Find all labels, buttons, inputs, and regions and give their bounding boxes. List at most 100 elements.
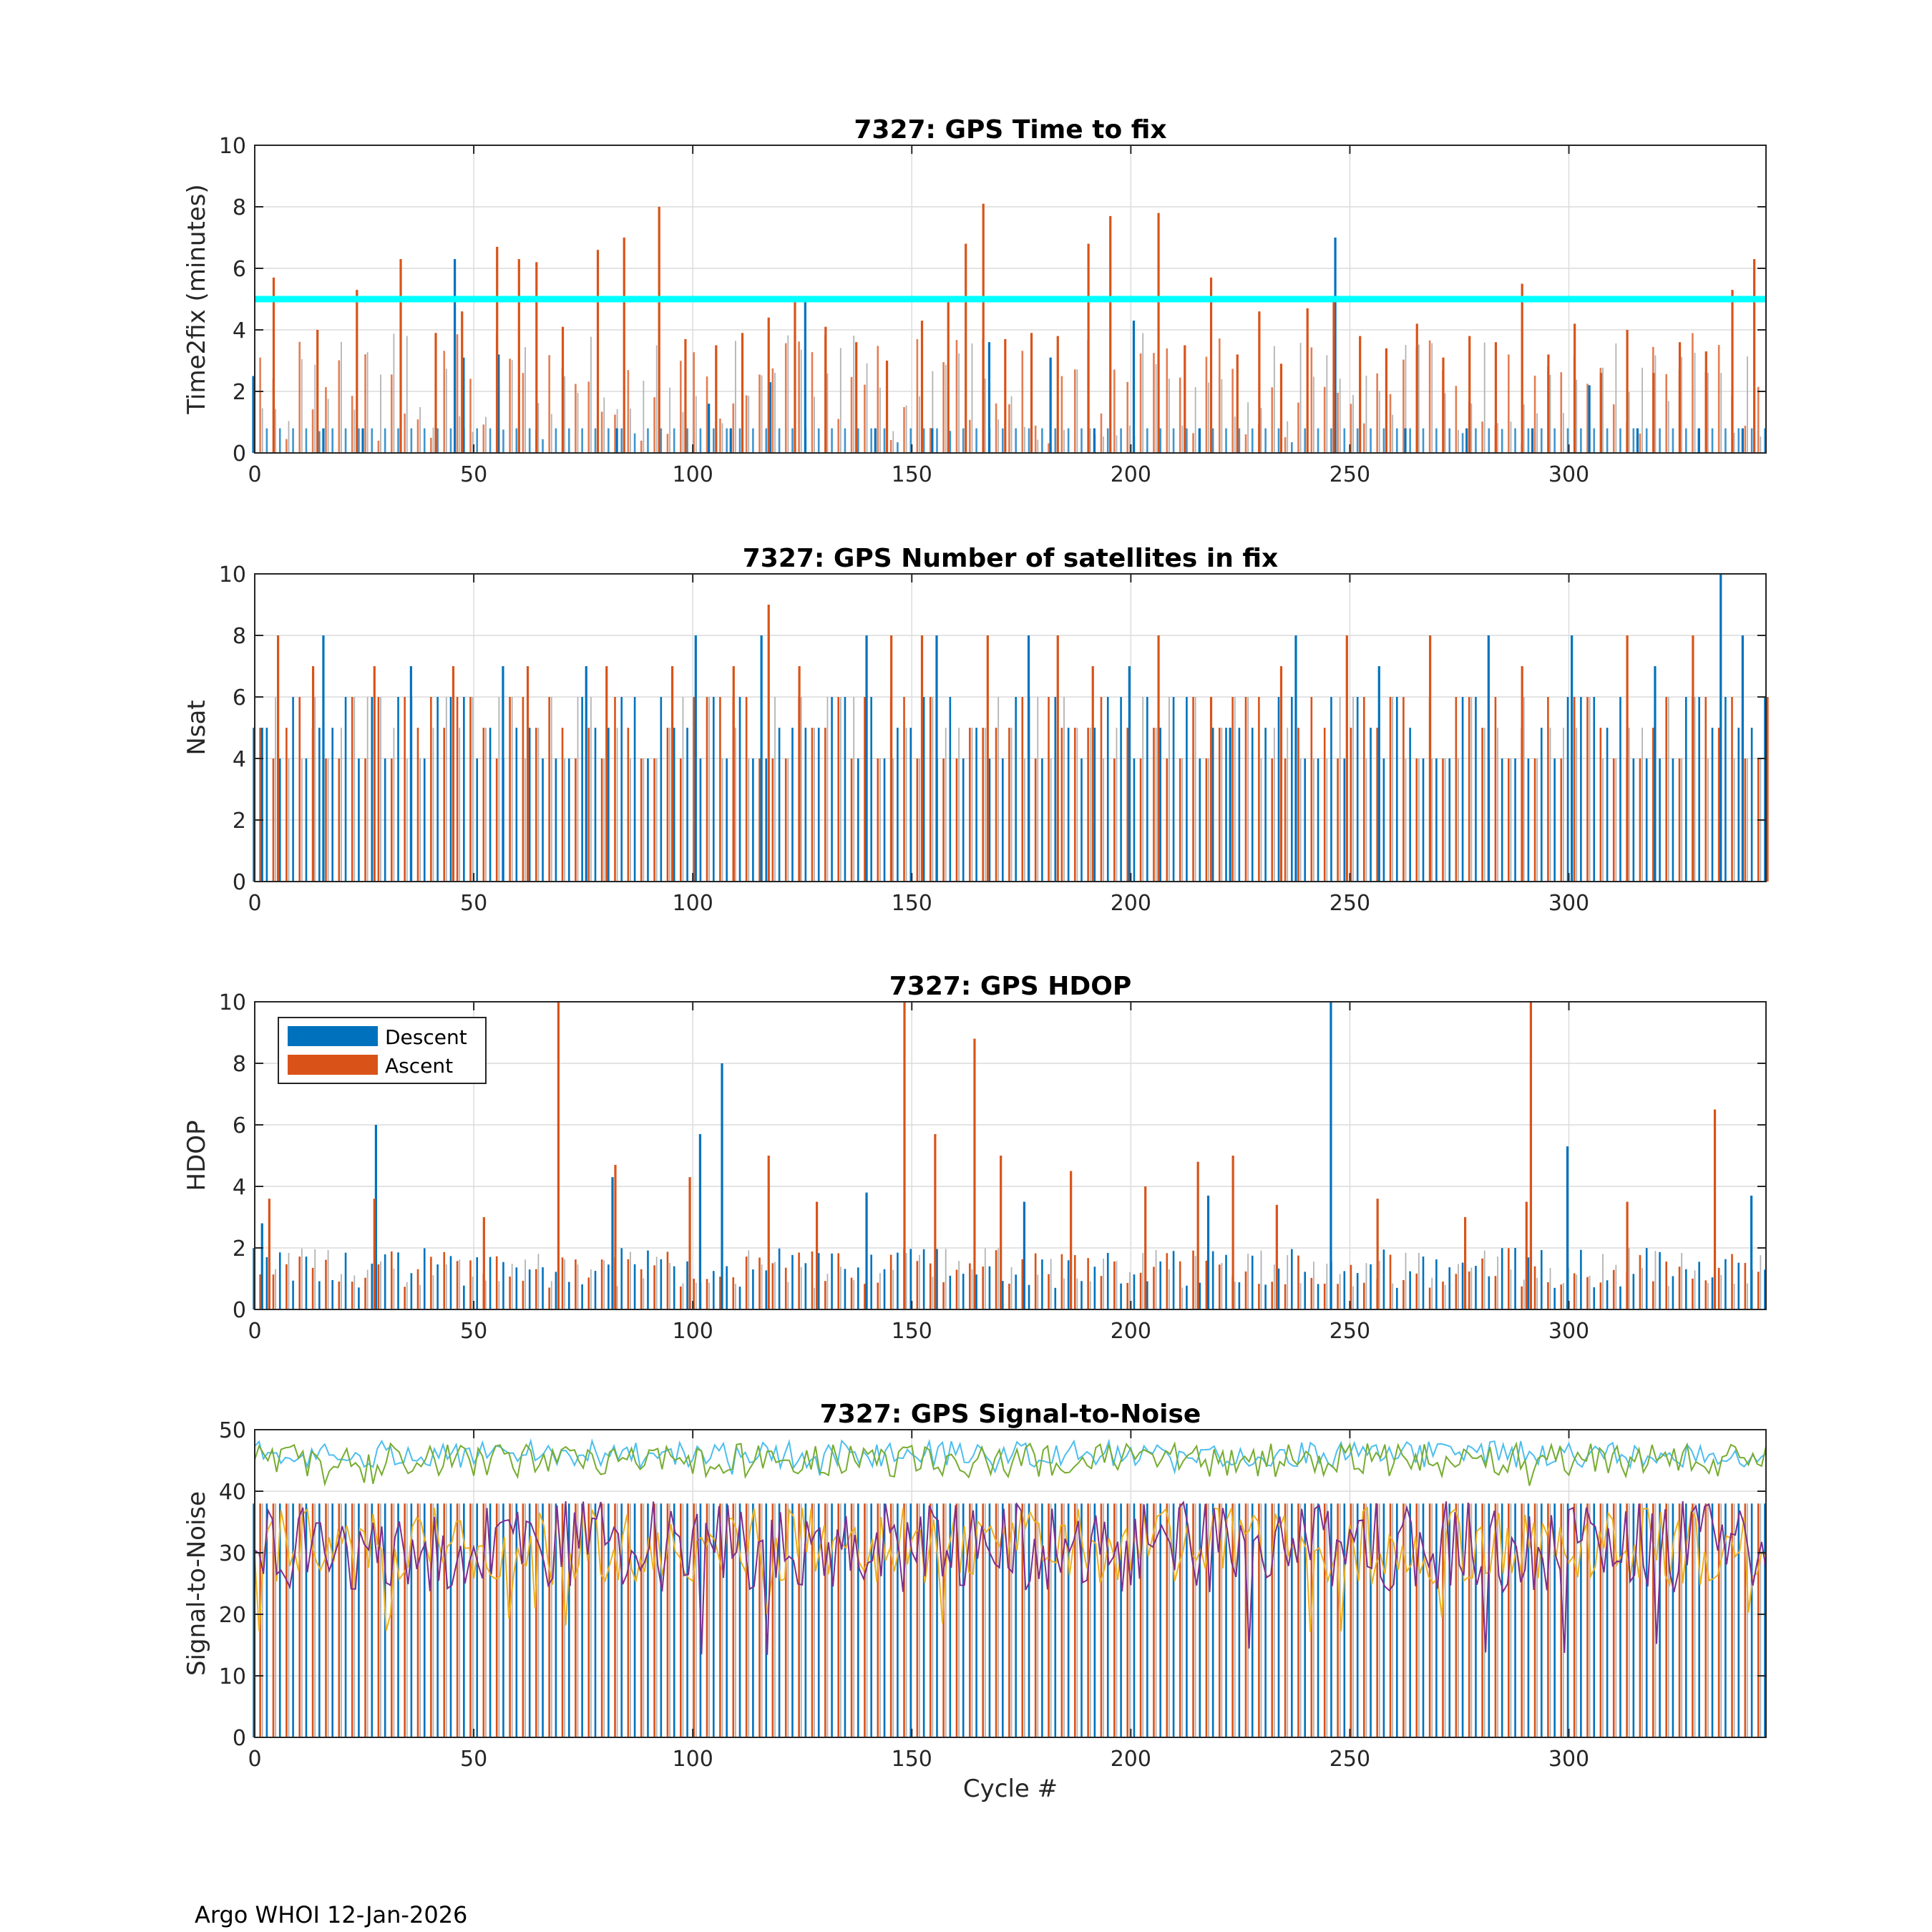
filler-bar: [1050, 1503, 1052, 1737]
filler-bar: [627, 1503, 630, 1737]
filler-bar: [600, 411, 603, 453]
filler-bar: [288, 758, 290, 882]
filler-bar: [932, 371, 934, 453]
filler-bar: [1080, 758, 1083, 882]
filler-bar: [758, 758, 761, 882]
filler-bar: [932, 1277, 934, 1309]
filler-bar: [1733, 432, 1735, 453]
filler-bar: [686, 1261, 688, 1309]
filler-bar: [1470, 403, 1473, 453]
filler-bar: [643, 381, 645, 453]
filler-bar: [522, 1280, 525, 1309]
filler-bar: [449, 1503, 452, 1737]
filler-bar: [673, 1266, 675, 1309]
y-tick-label: 0: [233, 1298, 246, 1323]
filler-bar: [916, 758, 919, 882]
ascent-bar: [461, 311, 464, 453]
filler-bar: [1120, 1283, 1122, 1309]
filler-bar: [1100, 413, 1103, 453]
filler-bar: [1560, 758, 1563, 882]
y-tick-label: 6: [233, 686, 246, 711]
filler-bar: [620, 697, 623, 882]
filler-bar: [1089, 1503, 1091, 1737]
filler-bar: [640, 758, 643, 882]
filler-bar: [1764, 1269, 1766, 1309]
descent-bar: [260, 728, 263, 882]
filler-bar: [695, 1503, 697, 1737]
filler-bar: [575, 384, 577, 453]
filler-bar: [758, 1257, 761, 1309]
filler-bar: [416, 728, 419, 882]
filler-bar: [456, 1503, 459, 1737]
filler-bar: [305, 1257, 308, 1309]
ascent-bar: [1574, 323, 1576, 453]
filler-bar: [712, 428, 715, 453]
filler-bar: [712, 1271, 715, 1309]
ascent-bar: [1626, 635, 1629, 882]
filler-bar: [1015, 1503, 1017, 1737]
filler-bar: [1632, 428, 1635, 453]
filler-bar: [1159, 1503, 1161, 1737]
filler-bar: [1028, 1503, 1030, 1737]
filler-bar: [1672, 1276, 1674, 1309]
x-tick-label: 150: [892, 1319, 932, 1344]
filler-bar: [1113, 758, 1116, 882]
filler-bar: [1382, 758, 1385, 882]
filler-bar: [1455, 1274, 1458, 1309]
filler-bar: [738, 1503, 741, 1737]
y-axis-label: Time2fix (minutes): [182, 184, 211, 414]
filler-bar: [922, 697, 925, 882]
filler-bar: [1284, 758, 1287, 882]
filler-bar: [587, 1503, 590, 1737]
filler-bar: [1021, 351, 1024, 453]
filler-bar: [1435, 758, 1438, 882]
filler-bar: [301, 1503, 303, 1737]
ascent-bar: [1056, 635, 1059, 882]
filler-bar: [1458, 758, 1459, 882]
descent-bar: [252, 376, 255, 453]
filler-bar: [945, 364, 947, 453]
filler-bar: [1146, 1281, 1148, 1309]
filler-bar: [1287, 421, 1289, 453]
filler-bar: [1392, 1283, 1394, 1309]
filler-bar: [1244, 697, 1247, 882]
filler-bar: [1533, 1266, 1536, 1309]
filler-bar: [1264, 428, 1267, 453]
filler-bar: [353, 697, 356, 882]
filler-bar: [278, 428, 281, 453]
descent-bar: [804, 296, 806, 453]
descent-bar: [987, 342, 991, 453]
filler-bar: [1508, 1503, 1510, 1737]
filler-bar: [942, 1503, 945, 1737]
filler-bar: [265, 728, 268, 882]
filler-bar: [784, 1503, 787, 1737]
filler-bar: [1711, 428, 1714, 453]
filler-bar: [1549, 374, 1551, 453]
filler-bar: [1418, 1252, 1420, 1309]
filler-bar: [1641, 367, 1643, 453]
filler-bar: [1672, 1503, 1674, 1737]
filler-bar: [1330, 697, 1332, 882]
filler-bar: [1199, 1503, 1201, 1737]
filler-bar: [292, 697, 294, 882]
filler-bar: [969, 1263, 971, 1309]
filler-bar: [489, 1503, 492, 1737]
filler-bar: [630, 409, 631, 453]
filler-bar: [640, 440, 643, 453]
filler-bar: [469, 1260, 472, 1309]
ascent-bar: [1345, 635, 1348, 882]
filler-bar: [633, 697, 636, 882]
filler-bar: [988, 1266, 991, 1309]
filler-bar: [1247, 1254, 1249, 1309]
filler-bar: [278, 1503, 281, 1737]
filler-bar: [371, 428, 374, 453]
ascent-bar: [1766, 697, 1769, 882]
filler-bar: [643, 1278, 645, 1309]
filler-bar: [1475, 1266, 1477, 1309]
filler-bar: [633, 1264, 636, 1309]
filler-bar: [919, 1503, 920, 1737]
filler-bar: [1192, 1250, 1194, 1309]
filler-bar: [404, 1287, 406, 1309]
filler-bar: [1339, 1274, 1341, 1309]
filler-bar: [1024, 1503, 1025, 1737]
